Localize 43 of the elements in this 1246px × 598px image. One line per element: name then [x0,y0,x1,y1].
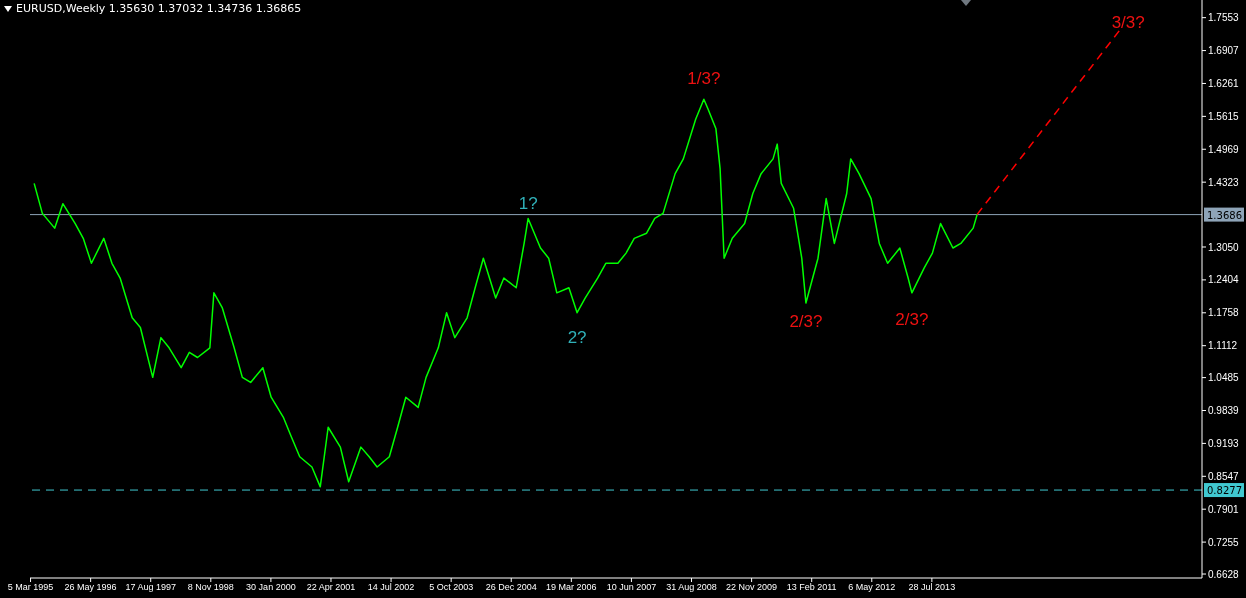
x-tick-label: 28 Jul 2013 [908,582,956,593]
y-tick-label: 0.9193 [1208,437,1240,449]
y-tick-label: 1.2404 [1208,274,1240,286]
x-tick-label: 13 Feb 2011 [786,582,837,593]
y-tick-label: 1.7553 [1208,12,1240,24]
ref-line-label: 0.8277 [1207,485,1242,497]
annotation: 2/3? [895,310,929,330]
x-tick-label: 6 May 2012 [848,582,896,593]
y-tick-label: 1.4969 [1208,143,1240,155]
y-tick-label: 1.3050 [1208,241,1240,253]
x-tick-label: 14 Jul 2002 [367,582,415,593]
x-tick-label: 26 Dec 2004 [485,582,537,593]
y-tick-label: 1.4323 [1208,176,1240,188]
x-tick-label: 5 Oct 2003 [429,582,474,593]
x-tick-label: 17 Aug 1997 [125,582,176,593]
y-tick-label: 1.6261 [1208,78,1240,90]
y-tick-label: 0.8547 [1208,470,1240,482]
y-tick-label: 0.7901 [1208,503,1240,515]
y-tick-label: 1.1758 [1208,307,1240,319]
annotation: 1/3? [687,68,721,88]
annotation: 1? [518,193,538,213]
x-tick-label: 30 Jan 2000 [246,582,296,593]
x-tick-label: 26 May 1996 [64,582,117,593]
x-tick-label: 10 Jun 2007 [606,582,657,593]
y-tick-label: 1.1112 [1208,340,1238,352]
annotation: 3/3? [1111,13,1145,33]
y-tick-label: 1.5615 [1208,110,1240,122]
chart-title: EURUSD,Weekly 1.35630 1.37032 1.34736 1.36865 [16,2,302,15]
line-series [33,98,978,488]
y-tick-label: 0.9839 [1208,405,1240,417]
x-tick-label: 8 Nov 1998 [187,582,234,593]
annotation: 2? [567,328,587,348]
y-tick-label: 0.6628 [1208,568,1240,580]
x-tick-label: 31 Aug 2008 [666,582,717,593]
annotation: 2/3? [789,312,823,332]
x-tick-label: 5 Mar 1995 [7,582,54,593]
y-tick-label: 1.6907 [1208,45,1240,57]
x-tick-label: 22 Nov 2009 [726,582,778,593]
y-tick-label: 1.0485 [1208,372,1240,384]
x-tick-label: 19 Mar 2006 [546,582,597,593]
y-tick-label: 0.7255 [1208,536,1240,548]
ref-line-label: 1.3686 [1207,209,1242,221]
x-tick-label: 22 Apr 2001 [306,582,356,593]
